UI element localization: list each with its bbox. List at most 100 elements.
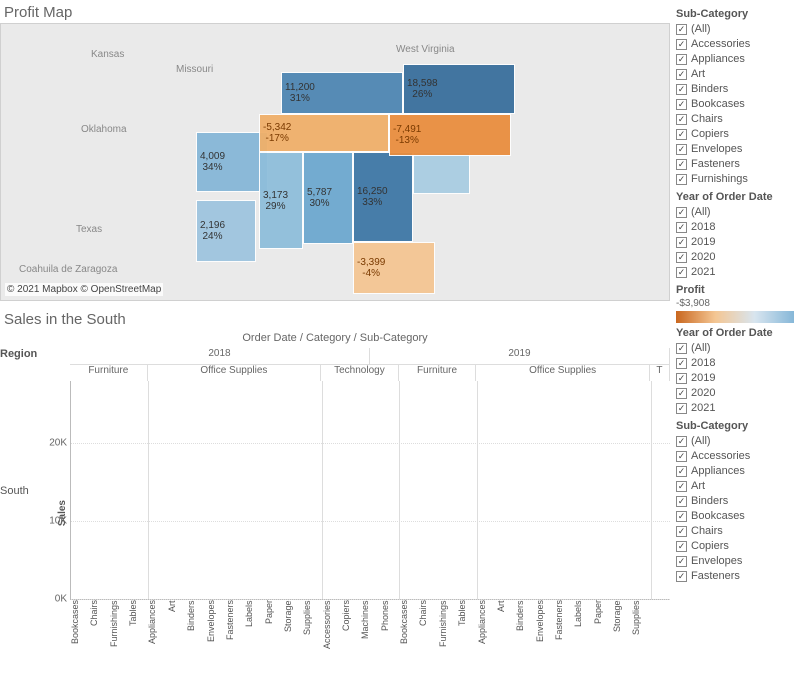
map-title: Profit Map (0, 0, 670, 23)
state-label: -5,342-17% (263, 122, 291, 144)
checkbox-icon[interactable]: ✓ (676, 267, 687, 278)
filter-panel: Sub-Category ✓(All)✓Accessories✓Applianc… (670, 0, 800, 678)
filter-label: (All) (691, 22, 711, 37)
x-label: Storage (612, 600, 631, 678)
checkbox-icon[interactable]: ✓ (676, 114, 687, 125)
filter-item[interactable]: ✓2021 (676, 401, 794, 416)
filter-item[interactable]: ✓Appliances (676, 52, 794, 67)
filter-item[interactable]: ✓2018 (676, 356, 794, 371)
category-header[interactable]: Furniture (399, 365, 477, 381)
filter-item[interactable]: ✓(All) (676, 434, 794, 449)
state-label: -7,491-13% (393, 124, 421, 146)
filter-item[interactable]: ✓ Chairs (676, 524, 794, 539)
checkbox-icon[interactable]: ✓ (676, 222, 687, 233)
x-label: Bookcases (399, 600, 418, 678)
checkbox-icon[interactable]: ✓ (676, 207, 687, 218)
x-label: Appliances (147, 600, 166, 678)
checkbox-icon[interactable]: ✓ (676, 24, 687, 35)
filter-item[interactable]: ✓Copiers (676, 539, 794, 554)
checkbox-icon[interactable]: ✓ (676, 436, 687, 447)
y-tick: 10K (49, 516, 67, 527)
x-label: Envelopes (206, 600, 225, 678)
bar-plot[interactable]: 0K10K20K (70, 381, 670, 600)
filter-item[interactable]: ✓Furnishings (676, 172, 794, 187)
checkbox-icon[interactable]: ✓ (676, 358, 687, 369)
checkbox-icon[interactable]: ✓ (676, 388, 687, 399)
checkbox-icon[interactable]: ✓ (676, 556, 687, 567)
checkbox-icon[interactable]: ✓ (676, 571, 687, 582)
filter-item[interactable]: ✓Copiers (676, 127, 794, 142)
filter-item[interactable]: ✓Bookcases (676, 509, 794, 524)
checkbox-icon[interactable]: ✓ (676, 99, 687, 110)
checkbox-icon[interactable]: ✓ (676, 403, 687, 414)
filter-item[interactable]: ✓Chairs (676, 112, 794, 127)
filter-item[interactable]: ✓ (All) (676, 22, 794, 37)
dashboard: Profit Map KansasMissouriWest VirginiaOk… (0, 0, 800, 678)
state-label: 3,17329% (263, 190, 288, 212)
checkbox-icon[interactable]: ✓ (676, 174, 687, 185)
filter-item[interactable]: ✓ (All) (676, 341, 794, 356)
filter-item[interactable]: ✓ Bookcases (676, 97, 794, 112)
checkbox-icon[interactable]: ✓ (676, 84, 687, 95)
filter-label: (All) (691, 341, 711, 356)
filter-item[interactable]: ✓Binders (676, 494, 794, 509)
filter-item[interactable]: ✓Fasteners (676, 569, 794, 584)
filter-label: Envelopes (691, 142, 742, 157)
legend-min: -$3,908 (676, 298, 710, 309)
filter-item[interactable]: ✓Envelopes (676, 554, 794, 569)
filter-item[interactable]: ✓2019 (676, 371, 794, 386)
checkbox-icon[interactable]: ✓ (676, 129, 687, 140)
category-header[interactable]: Office Supplies (148, 365, 321, 381)
filter-item[interactable]: ✓Binders (676, 82, 794, 97)
filter-item[interactable]: ✓2020 (676, 250, 794, 265)
filter-item[interactable]: ✓ 2018 (676, 220, 794, 235)
x-label: Binders (515, 600, 534, 678)
category-header[interactable]: Technology (321, 365, 399, 381)
checkbox-icon[interactable]: ✓ (676, 144, 687, 155)
checkbox-icon[interactable]: ✓ (676, 39, 687, 50)
filter-item[interactable]: ✓Art (676, 479, 794, 494)
checkbox-icon[interactable]: ✓ (676, 481, 687, 492)
filter-label: 2018 (691, 220, 715, 235)
filter-item[interactable]: ✓ Envelopes (676, 142, 794, 157)
filter-item[interactable]: ✓Art (676, 67, 794, 82)
filter-item[interactable]: ✓Accessories (676, 449, 794, 464)
state-label: 16,25033% (357, 186, 388, 208)
map-bg-label: West Virginia (396, 44, 455, 55)
checkbox-icon[interactable]: ✓ (676, 252, 687, 263)
checkbox-icon[interactable]: ✓ (676, 159, 687, 170)
checkbox-icon[interactable]: ✓ (676, 451, 687, 462)
checkbox-icon[interactable]: ✓ (676, 69, 687, 80)
year-header[interactable]: 2019 (370, 348, 670, 364)
y-tick: 0K (55, 594, 67, 605)
x-label: Tables (457, 600, 476, 678)
checkbox-icon[interactable]: ✓ (676, 373, 687, 384)
year-header[interactable]: 2018 (70, 348, 370, 364)
filter-item[interactable]: ✓Accessories (676, 37, 794, 52)
x-label (651, 600, 670, 678)
category-header[interactable]: T (650, 365, 670, 381)
checkbox-icon[interactable]: ✓ (676, 541, 687, 552)
x-label: Chairs (89, 600, 108, 678)
filter-item[interactable]: ✓Fasteners (676, 157, 794, 172)
checkbox-icon[interactable]: ✓ (676, 343, 687, 354)
filter-item[interactable]: ✓2019 (676, 235, 794, 250)
filter-label: Bookcases (691, 97, 745, 112)
filter-item[interactable]: ✓2021 (676, 265, 794, 280)
checkbox-icon[interactable]: ✓ (676, 526, 687, 537)
filter-item[interactable]: ✓2020 (676, 386, 794, 401)
profit-map[interactable]: KansasMissouriWest VirginiaOklahomaTexas… (0, 23, 670, 301)
checkbox-icon[interactable]: ✓ (676, 496, 687, 507)
filter-label: Chairs (691, 524, 723, 539)
checkbox-icon[interactable]: ✓ (676, 466, 687, 477)
checkbox-icon[interactable]: ✓ (676, 511, 687, 522)
filter-item[interactable]: ✓(All) (676, 205, 794, 220)
filter-item[interactable]: ✓Appliances (676, 464, 794, 479)
profit-color-legend[interactable] (676, 311, 794, 323)
checkbox-icon[interactable]: ✓ (676, 54, 687, 65)
state-south-carolina[interactable] (413, 152, 470, 194)
x-label: Tables (128, 600, 147, 678)
checkbox-icon[interactable]: ✓ (676, 237, 687, 248)
category-header[interactable]: Office Supplies (476, 365, 649, 381)
category-header[interactable]: Furniture (70, 365, 148, 381)
